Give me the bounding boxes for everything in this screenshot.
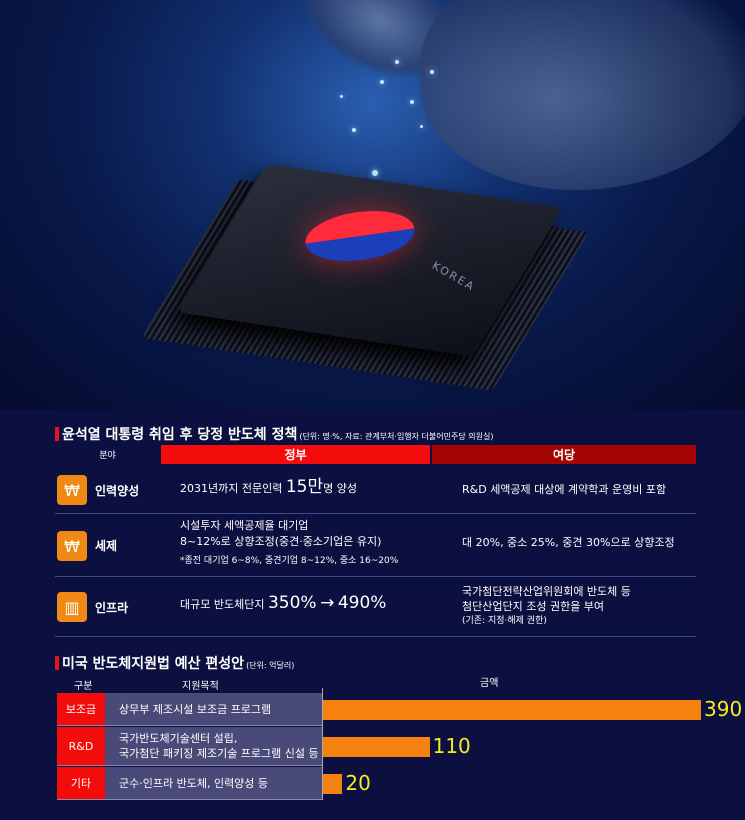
policy-row-tax: ₩ 세제 시설투자 세액공제율 대기업 8~12%로 상향조정(중견·중소기업은 … (55, 515, 696, 577)
row-gov: 시설투자 세액공제율 대기업 8~12%로 상향조정(중견·중소기업은 유지) *종… (180, 519, 399, 566)
purpose-text: 상무부 제조시설 보조금 프로그램 (119, 693, 271, 725)
row-field: 인프라 (95, 601, 129, 615)
row-party: 대 20%, 중소 25%, 중견 30%으로 상향조정 (462, 536, 675, 549)
hand-shape (420, 0, 745, 190)
value-label: 20 (345, 770, 371, 795)
person-won-icon: ₩ (57, 475, 87, 505)
purpose-line: 국가반도체기술센터 설립, (119, 732, 238, 745)
row-gov: 대규모 반도체단지 350% → 490% (180, 593, 387, 613)
bar-기타 (323, 773, 343, 794)
axis-line (322, 688, 323, 800)
purpose-line: 군수·인프라 반도체, 인력양성 등 (119, 776, 269, 790)
bar-보조금 (323, 699, 701, 720)
policy-unit-note: (단위: 명·%, 자료: 관계부처·임행자 더불어민주당 의원실) (299, 432, 494, 441)
value-label: 110 (432, 733, 471, 758)
chart-unit-note: (단위: 억달러) (246, 661, 295, 670)
chart-row: 보조금 상무부 제조시설 보조금 프로그램 (57, 693, 322, 726)
row-field: 인력양성 (95, 484, 140, 498)
category-label: 보조금 (57, 693, 105, 725)
header-gov: 정부 (161, 445, 430, 464)
value-label: 390 (704, 696, 743, 721)
row-party: R&D 세액공제 대상에 계약학과 운영비 포함 (462, 483, 667, 496)
purpose-text: 군수·인프라 반도체, 인력양성 등 (119, 767, 268, 799)
col-purpose: 지원목적 (182, 681, 219, 692)
header-field: 분야 (99, 451, 116, 461)
category-label: 기타 (57, 767, 105, 799)
chip-illustration: KOREA (140, 150, 600, 391)
row-party: 국가첨단전략산업위원회에 반도체 등 첨단산업단지 조성 권한을 부여 (기존: 지… (462, 585, 631, 626)
money-bag-icon: ₩ (57, 531, 87, 561)
chart-title: 미국 반도체지원법 예산 편성안 (단위: 억달러) (55, 653, 294, 673)
policy-row-infra: ▥ 인프라 대규모 반도체단지 350% → 490% 국가첨단전략산업위원회에… (55, 578, 696, 637)
chart-row: 기타 군수·인프라 반도체, 인력양성 등 (57, 767, 322, 800)
purpose-text: 국가반도체기술센터 설립, 국가첨단 패키징 제조기술 프로그램 신설 등 (119, 727, 319, 765)
row-field: 세제 (95, 539, 118, 553)
hero-image: KOREA (0, 0, 745, 410)
col-amount: 금액 (480, 678, 499, 689)
policy-title: 윤석열 대통령 취임 후 당정 반도체 정책 (단위: 명·%, 자료: 관계부처… (55, 424, 493, 444)
factory-icon: ▥ (57, 592, 87, 622)
row-gov: 2031년까지 전문인력 15만명 양성 (180, 477, 357, 497)
category-label: R&D (57, 727, 105, 765)
bar-R&D (323, 736, 430, 757)
header-party: 여당 (432, 445, 696, 464)
purpose-line: 상무부 제조시설 보조금 프로그램 (119, 702, 272, 716)
policy-row-workforce: ₩ 인력양성 2031년까지 전문인력 15만명 양성 R&D 세액공제 대상에… (55, 466, 696, 514)
col-category: 구분 (74, 681, 93, 692)
chart-row: R&D 국가반도체기술센터 설립, 국가첨단 패키징 제조기술 프로그램 신설 등 (57, 727, 322, 766)
purpose-line: 국가첨단 패키징 제조기술 프로그램 신설 등 (119, 747, 319, 760)
